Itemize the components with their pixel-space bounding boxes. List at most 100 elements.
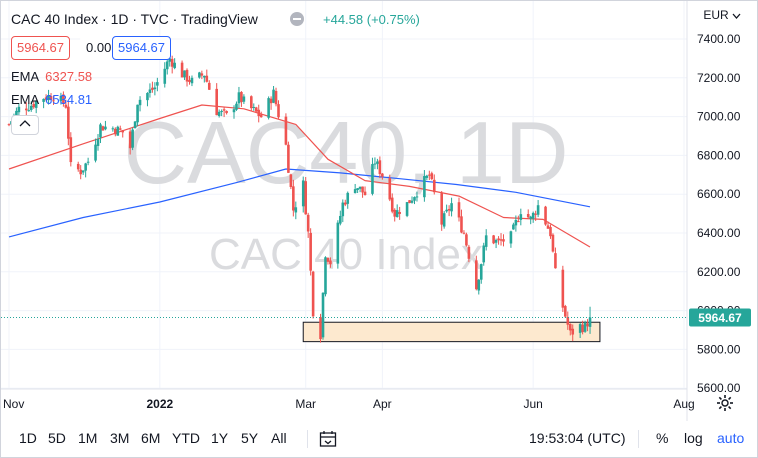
candle — [564, 304, 567, 318]
candle-body — [153, 87, 157, 90]
candle-body — [346, 192, 350, 204]
candle — [86, 157, 90, 166]
candle — [99, 122, 102, 144]
candle — [326, 257, 330, 265]
auto-scale-toggle[interactable]: auto — [717, 430, 745, 446]
candle-body — [376, 161, 379, 164]
candle — [173, 58, 176, 70]
support-zone[interactable] — [302, 321, 601, 343]
timeframe-3m[interactable]: 3M — [110, 430, 130, 446]
candle-body — [536, 205, 540, 215]
candle — [7, 123, 11, 127]
candle — [232, 105, 236, 119]
candle-body — [353, 189, 357, 194]
chart-canvas[interactable]: CAC40, 1D CAC 40 Index 7400.00 7200.00 700… — [1, 1, 757, 421]
candle — [341, 199, 345, 223]
candle — [321, 292, 325, 340]
timeframe-ytd[interactable]: YTD — [172, 430, 200, 446]
last-price-badge-bg — [689, 308, 751, 327]
candle — [346, 191, 350, 209]
symbol-title[interactable]: CAC 40 Index · 1D · TVC · TradingView — [11, 11, 258, 27]
candle — [254, 106, 258, 113]
timeframe-6m[interactable]: 6M — [141, 430, 161, 446]
gear-icon[interactable] — [716, 394, 734, 412]
candle — [138, 96, 142, 112]
candle-body — [250, 96, 253, 109]
candle-body — [432, 179, 436, 193]
timeframe-1d[interactable]: 1D — [19, 430, 37, 446]
timeframe-5d[interactable]: 5D — [48, 430, 66, 446]
candle — [423, 170, 426, 202]
timeframe-1m[interactable]: 1M — [78, 430, 98, 446]
candle-body — [121, 130, 125, 133]
candle — [529, 215, 533, 225]
candle-body — [442, 213, 446, 227]
candle — [237, 86, 241, 109]
candle — [378, 156, 382, 179]
candle-body — [84, 163, 87, 171]
calendar-range-icon[interactable] — [319, 430, 337, 448]
price-axis[interactable]: 7400.00 7200.00 7000.00 6800.00 6600.00 6400.… — [697, 32, 741, 395]
candle — [49, 93, 53, 101]
utc-clock[interactable]: 19:53:04 (UTC) — [529, 430, 626, 446]
candle-body — [460, 216, 463, 233]
candle-body — [583, 322, 587, 332]
candle — [405, 201, 409, 218]
candle-body — [465, 234, 468, 246]
ema-legend-2[interactable]: EMA 6534.81 — [11, 92, 92, 107]
candle — [163, 62, 167, 88]
candle-body — [198, 72, 201, 78]
candle — [94, 138, 97, 163]
timeframe-5y[interactable]: 5Y — [241, 430, 259, 446]
candle-body — [32, 104, 36, 108]
percent-scale-toggle[interactable]: % — [656, 430, 669, 446]
timeframe-all[interactable]: All — [271, 430, 287, 446]
ema-slow-line — [8, 168, 591, 238]
candle-body — [190, 77, 194, 84]
currency-selector[interactable]: EUR — [703, 8, 741, 22]
candle-body — [86, 161, 90, 163]
candle — [361, 186, 364, 198]
time-axis[interactable]: Nov 2022 Mar Apr Jun Aug — [3, 397, 695, 411]
log-scale-toggle[interactable]: log — [684, 430, 703, 446]
candle-body — [502, 239, 505, 242]
candle — [272, 85, 275, 104]
ema-legend-1[interactable]: EMA 6327.58 — [11, 69, 92, 84]
price-change: +44.58 (+0.75%) — [323, 12, 420, 27]
candle-body — [509, 231, 513, 244]
candle — [47, 89, 50, 105]
candle — [477, 279, 481, 295]
candle — [475, 255, 478, 291]
price-tick-label: 6200.00 — [697, 265, 741, 279]
candle-body — [336, 222, 340, 264]
candle-body — [259, 114, 263, 118]
buy-price-box[interactable]: 5964.67 — [112, 36, 171, 60]
candle — [294, 201, 298, 220]
candle-body — [59, 95, 63, 102]
collapse-legend-button[interactable] — [11, 115, 39, 135]
candle-body — [148, 89, 152, 93]
candle-body — [146, 92, 149, 101]
candle — [146, 92, 149, 107]
candle-body — [111, 128, 115, 130]
eye-icon[interactable] — [290, 12, 304, 26]
candle-body — [67, 106, 70, 139]
sell-price-box[interactable]: 5964.67 — [11, 36, 70, 60]
candle-body — [207, 82, 211, 90]
candle-body — [568, 323, 572, 331]
toolbar-divider — [638, 430, 639, 448]
candle-body — [373, 163, 377, 165]
candle-body — [309, 232, 312, 271]
candle — [494, 238, 498, 249]
ema-value-2: 6534.81 — [45, 92, 93, 107]
timeframe-1y[interactable]: 1Y — [211, 430, 229, 446]
candle — [465, 232, 468, 247]
candle-body — [242, 96, 246, 102]
candle — [425, 174, 429, 181]
candle — [536, 200, 540, 218]
candle-body — [252, 106, 256, 108]
candle — [568, 323, 572, 336]
candle — [428, 170, 431, 180]
candle-body — [578, 324, 582, 333]
candle-body — [410, 200, 414, 203]
